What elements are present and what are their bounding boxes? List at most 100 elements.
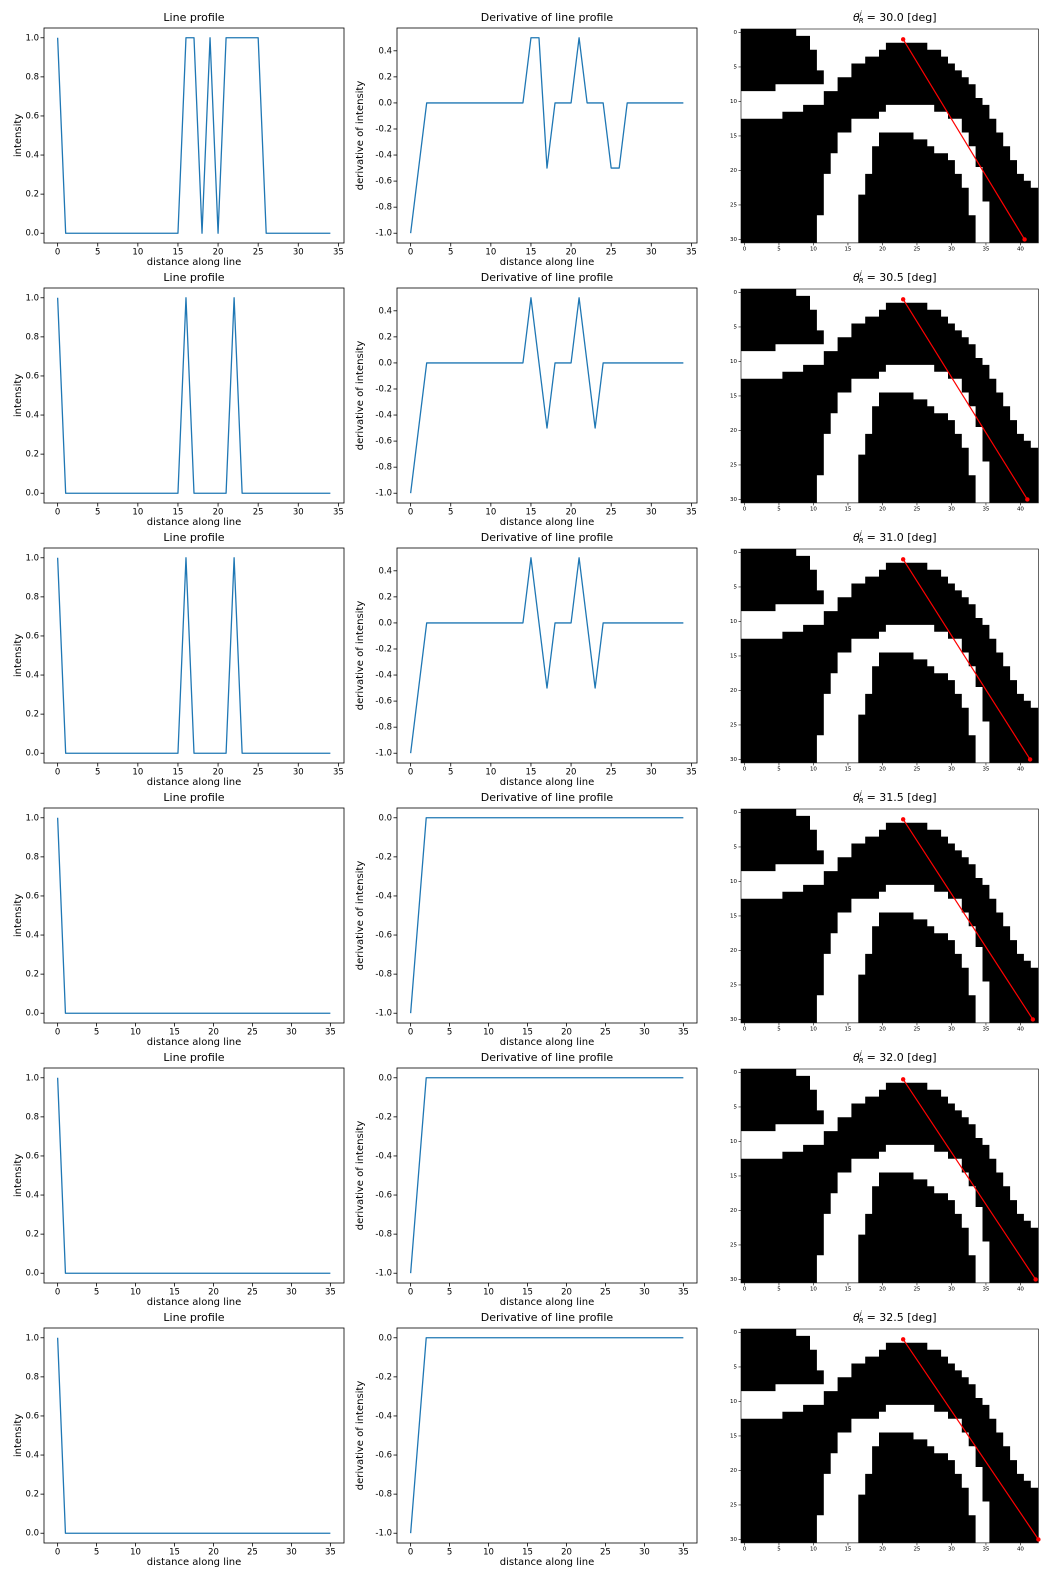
x-tick-label: 30	[286, 1288, 297, 1298]
binary-image	[741, 29, 1052, 250]
x-tick-label: 30	[293, 768, 304, 778]
y-axis-label: intensity	[13, 634, 24, 677]
y-tick-label: 15	[730, 653, 737, 659]
x-tick-label: 5	[94, 1548, 99, 1558]
y-tick-label: 0.8	[25, 72, 39, 82]
x-tick-label: 40	[1017, 506, 1024, 512]
y-tick-label: 0.8	[25, 592, 39, 602]
y-tick-label: 5	[734, 64, 738, 70]
y-tick-label: 15	[730, 1433, 737, 1439]
x-tick-label: 10	[810, 1026, 817, 1032]
x-axis-label: distance along line	[147, 517, 242, 528]
title-text: = 32.0 [deg]	[867, 1051, 937, 1064]
x-tick-label: 15	[526, 248, 537, 258]
title-subscript: R	[859, 1057, 864, 1065]
x-tick-label: 30	[948, 1546, 955, 1552]
y-tick-label: 0.4	[25, 1191, 39, 1201]
y-tick-label: 20	[730, 688, 737, 694]
x-tick-label: 40	[1017, 246, 1024, 252]
x-tick-label: 20	[561, 1028, 572, 1038]
x-tick-label: 5	[448, 768, 453, 778]
axes-frame	[44, 1068, 344, 1283]
y-tick-label: -0.6	[375, 1191, 392, 1201]
x-tick-label: 20	[208, 1548, 219, 1558]
y-tick-label: 0.0	[25, 1009, 39, 1019]
x-tick-label: 5	[94, 1028, 99, 1038]
x-tick-label: 15	[844, 1546, 851, 1552]
y-tick-label: 1.0	[25, 813, 39, 823]
y-tick-label: 0.4	[25, 151, 39, 161]
y-tick-label: -0.2	[375, 852, 392, 862]
y-tick-label: 25	[730, 722, 737, 728]
x-tick-label: 5	[448, 508, 453, 518]
y-tick-label: 1.0	[25, 293, 39, 303]
chart-title: Derivative of line profile	[481, 271, 614, 284]
y-tick-label: 0.8	[25, 1112, 39, 1122]
y-tick-label: 20	[730, 168, 737, 174]
y-tick-label: 0.0	[25, 1269, 39, 1279]
y-tick-label: 5	[734, 844, 738, 850]
y-tick-label: -0.6	[375, 437, 392, 447]
chart-title: Line profile	[163, 531, 224, 544]
x-tick-label: 40	[1017, 1546, 1024, 1552]
y-tick-label: 10	[730, 879, 737, 885]
x-tick-label: 25	[913, 1546, 920, 1552]
x-tick-label: 35	[333, 508, 344, 518]
y-tick-label: 25	[730, 982, 737, 988]
x-axis-label: distance along line	[500, 1557, 595, 1568]
title-text: = 30.5 [deg]	[867, 271, 937, 284]
x-axis-label: distance along line	[147, 1557, 242, 1568]
y-tick-label: -1.0	[375, 229, 392, 239]
y-axis-label: intensity	[13, 1414, 24, 1457]
y-tick-label: 0	[734, 1330, 738, 1336]
data-line	[58, 1338, 331, 1533]
x-tick-label: 15	[173, 508, 184, 518]
x-tick-label: 0	[55, 768, 60, 778]
y-tick-label: -0.2	[375, 644, 392, 654]
x-tick-label: 35	[678, 1548, 689, 1558]
y-tick-label: 0.6	[25, 1151, 39, 1161]
x-tick-label: 30	[639, 1028, 650, 1038]
x-axis-label: distance along line	[147, 1297, 242, 1308]
profile-endpoint	[901, 557, 905, 561]
profile-endpoint	[1022, 237, 1026, 241]
y-tick-label: 5	[734, 1364, 738, 1370]
x-tick-label: 10	[485, 768, 496, 778]
y-tick-label: 0.0	[378, 618, 392, 628]
chart-title: Derivative of line profile	[481, 11, 614, 24]
y-tick-label: 0.4	[25, 671, 39, 681]
x-tick-label: 25	[913, 506, 920, 512]
data-line	[411, 1078, 684, 1273]
binary-image	[741, 809, 1052, 1030]
y-tick-label: -0.2	[375, 1112, 392, 1122]
y-tick-label: -0.8	[375, 203, 392, 213]
x-tick-label: 10	[132, 248, 143, 258]
x-axis-label: distance along line	[500, 777, 595, 788]
x-tick-label: 0	[408, 1288, 413, 1298]
y-tick-label: 1.0	[25, 1333, 39, 1343]
y-tick-label: 0.2	[378, 592, 392, 602]
profile-endpoint	[901, 1337, 905, 1341]
y-axis-label: derivative of intensity	[355, 341, 366, 451]
x-tick-label: 20	[566, 768, 577, 778]
x-tick-label: 0	[408, 1548, 413, 1558]
y-tick-label: -0.6	[375, 177, 392, 187]
x-tick-label: 35	[982, 506, 989, 512]
x-axis-label: distance along line	[147, 257, 242, 268]
x-tick-label: 0	[408, 1028, 413, 1038]
y-tick-label: -0.8	[375, 723, 392, 733]
x-tick-label: 10	[483, 1288, 494, 1298]
x-tick-label: 30	[948, 1026, 955, 1032]
y-axis-label: intensity	[13, 1154, 24, 1197]
x-tick-label: 0	[743, 1026, 747, 1032]
y-tick-label: 0.2	[25, 1230, 39, 1240]
y-axis-label: derivative of intensity	[355, 1381, 366, 1491]
y-tick-label: 20	[730, 1468, 737, 1474]
x-tick-label: 40	[1017, 1286, 1024, 1292]
chart-title: Line profile	[163, 1051, 224, 1064]
x-tick-label: 25	[913, 1286, 920, 1292]
x-axis-label: distance along line	[500, 1297, 595, 1308]
y-tick-label: -0.6	[375, 931, 392, 941]
x-tick-label: 25	[913, 1026, 920, 1032]
